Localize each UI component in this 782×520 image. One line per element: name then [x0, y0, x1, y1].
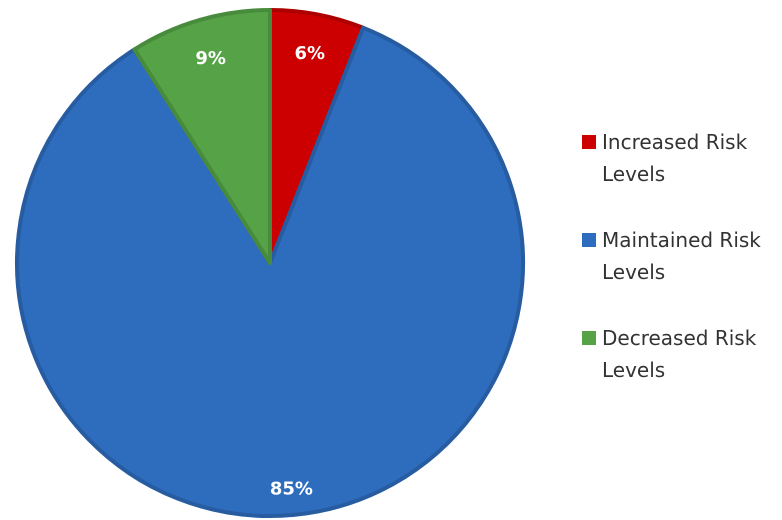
slice-label-maintained: 85%	[270, 479, 313, 500]
slice-label-decreased: 9%	[195, 48, 226, 69]
legend-label-maintained: Maintained Risk Levels	[602, 228, 761, 284]
chart-legend: Increased Risk Levels Maintained Risk Le…	[582, 126, 778, 420]
legend-item-decreased: Decreased Risk Levels	[582, 322, 778, 420]
legend-item-increased: Increased Risk Levels	[582, 126, 778, 224]
pie-slices	[15, 8, 525, 518]
slice-label-increased: 6%	[295, 43, 326, 64]
legend-swatch-maintained	[582, 233, 596, 247]
pie-slice-maintained	[15, 25, 525, 518]
legend-swatch-increased	[582, 135, 596, 149]
slice-labels: 6% 85% 9%	[195, 43, 325, 500]
legend-item-maintained: Maintained Risk Levels	[582, 224, 778, 322]
legend-swatch-decreased	[582, 331, 596, 345]
pie-slice-decreased	[132, 8, 272, 265]
legend-label-decreased: Decreased Risk Levels	[602, 326, 757, 382]
legend-label-increased: Increased Risk Levels	[602, 130, 748, 186]
